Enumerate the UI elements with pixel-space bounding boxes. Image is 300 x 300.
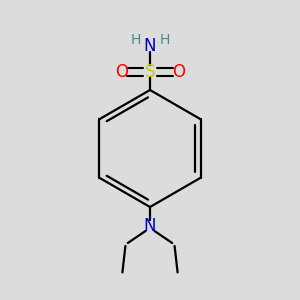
Text: H: H	[159, 33, 170, 47]
Text: N: N	[144, 217, 156, 235]
Text: S: S	[145, 63, 155, 81]
Text: O: O	[115, 63, 128, 81]
Text: O: O	[172, 63, 185, 81]
Text: N: N	[144, 37, 156, 55]
Text: H: H	[130, 33, 141, 47]
